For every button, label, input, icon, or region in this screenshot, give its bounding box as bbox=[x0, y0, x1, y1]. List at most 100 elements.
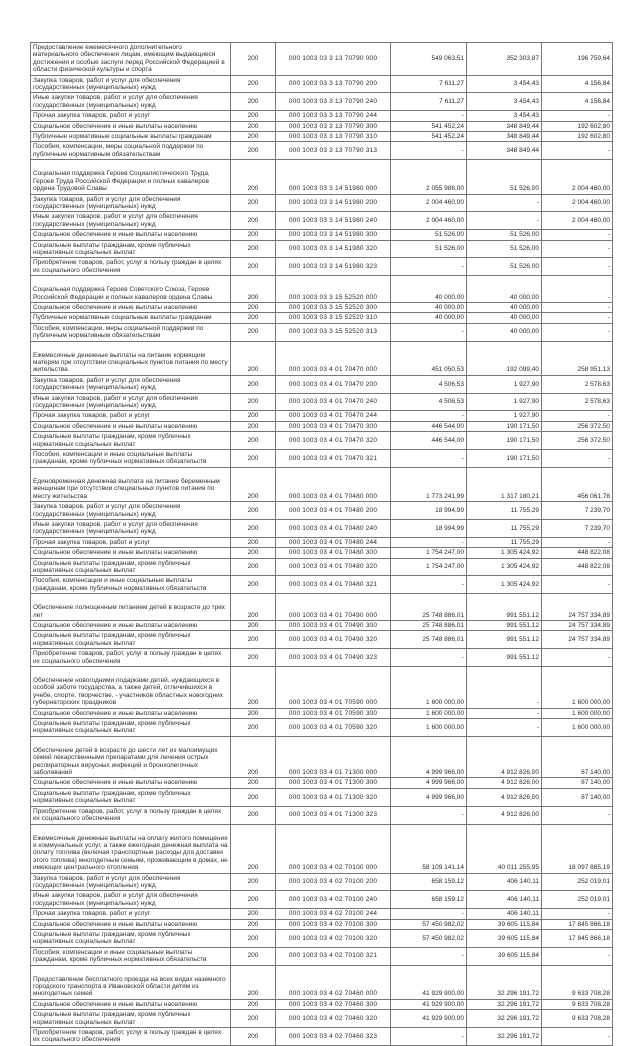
approved-cell: 4 999 966,00 bbox=[390, 787, 467, 807]
line-code-cell: 200 bbox=[230, 131, 276, 143]
approved-cell: 451 050,53 bbox=[390, 340, 467, 376]
row-description: Социальная поддержка Героев Социалистиче… bbox=[30, 159, 231, 195]
budget-code-cell: 000 1003 03 4 01 71300 320 bbox=[275, 787, 391, 807]
budget-code-cell: 000 1003 03 3 13 70790 310 bbox=[275, 131, 391, 143]
approved-cell: - bbox=[390, 575, 467, 595]
row-description: Пособия, компенсации и иные социальные в… bbox=[30, 575, 231, 595]
approved-cell: 40 000,00 bbox=[390, 301, 467, 314]
line-code-cell: 200 bbox=[230, 666, 276, 709]
row-description: Прочая закупка товаров, работ и услуг bbox=[30, 908, 231, 920]
executed-cell: 1 927,90 bbox=[466, 392, 542, 412]
budget-table-body: Предоставление ежемесячного дополнительн… bbox=[30, 42, 613, 1046]
executed-cell: 32 296 191,72 bbox=[466, 1027, 542, 1046]
budget-code-cell: 000 1003 03 3 15 52520 313 bbox=[275, 322, 391, 342]
row-description: Пособия, компенсации и иные социальные в… bbox=[30, 449, 231, 468]
line-code-cell: 200 bbox=[230, 630, 276, 650]
executed-cell: 1 927,90 bbox=[466, 374, 542, 394]
budget-code-cell: 000 1003 03 4 02 70460 300 bbox=[275, 998, 391, 1011]
table-row: Иные закупки товаров, работ и услуг для … bbox=[30, 518, 613, 538]
executed-cell: 991 551,12 bbox=[466, 648, 542, 667]
line-code-cell: 200 bbox=[230, 239, 276, 259]
budget-code-cell: 000 1003 03 3 14 51980 323 bbox=[275, 257, 391, 277]
line-code-cell: 200 bbox=[230, 312, 276, 324]
line-code-cell: 200 bbox=[230, 120, 276, 133]
table-row: Социальные выплаты гражданам, кроме публ… bbox=[30, 630, 613, 650]
row-description: Иные закупки товаров, работ и услуг для … bbox=[30, 92, 231, 112]
approved-cell: 41 929 900,00 bbox=[390, 964, 467, 1000]
executed-cell: 1 305 424,92 bbox=[466, 547, 542, 559]
approved-cell: 57 450 982,02 bbox=[390, 928, 467, 948]
unexecuted-cell: 24 757 334,89 bbox=[541, 630, 613, 650]
executed-cell: - bbox=[466, 707, 542, 720]
budget-code-cell: 000 1003 03 4 01 70480 244 bbox=[275, 536, 391, 549]
budget-code-cell: 000 1003 03 3 15 52520 000 bbox=[275, 275, 391, 303]
table-row: Пособия, компенсации, меры социальной по… bbox=[30, 322, 613, 342]
approved-cell: 1 600 000,00 bbox=[390, 707, 467, 720]
unexecuted-cell: - bbox=[541, 908, 613, 920]
line-code-cell: 200 bbox=[230, 141, 276, 161]
line-code-cell: 200 bbox=[230, 575, 276, 595]
table-row: Социальное обеспечение и иные выплаты на… bbox=[30, 918, 613, 930]
table-row: Ежемесячные денежные выплаты на оплату ж… bbox=[30, 823, 613, 874]
approved-cell: 1 754 247,00 bbox=[390, 547, 467, 559]
row-description: Социальные выплаты гражданам, кроме публ… bbox=[30, 557, 231, 577]
line-code-cell: 200 bbox=[230, 787, 276, 807]
line-code-cell: 200 bbox=[230, 890, 276, 910]
row-description: Закупка товаров, работ и услуг для обесп… bbox=[30, 74, 231, 94]
table-row: Приобретение товаров, работ, услуг в пол… bbox=[30, 805, 613, 825]
unexecuted-cell: 9 633 708,28 bbox=[541, 1009, 613, 1029]
executed-cell: 3 454,43 bbox=[466, 92, 542, 112]
executed-cell: 190 171,50 bbox=[466, 449, 542, 468]
budget-code-cell: 000 1003 03 4 01 70480 320 bbox=[275, 557, 391, 577]
approved-cell: - bbox=[390, 1027, 467, 1046]
executed-cell: 51 526,00 bbox=[466, 257, 542, 277]
line-code-cell: 200 bbox=[230, 257, 276, 277]
line-code-cell: 200 bbox=[230, 593, 276, 621]
budget-code-cell: 000 1003 03 4 01 70470 321 bbox=[275, 449, 391, 468]
executed-cell: 51 526,00 bbox=[466, 159, 542, 195]
executed-cell: 4 912 826,00 bbox=[466, 735, 542, 779]
executed-cell: 348 849,44 bbox=[466, 131, 542, 143]
executed-cell: 406 140,11 bbox=[466, 890, 542, 910]
approved-cell: 25 748 886,01 bbox=[390, 630, 467, 650]
line-code-cell: 200 bbox=[230, 229, 276, 241]
table-row: Иные закупки товаров, работ и услуг для … bbox=[30, 890, 613, 910]
unexecuted-cell: 2 004 460,00 bbox=[541, 159, 613, 195]
budget-code-cell: 000 1003 03 4 01 70590 000 bbox=[275, 666, 391, 709]
row-description: Ежемесячные денежные выплаты на питание … bbox=[30, 340, 231, 376]
table-row: Социальные выплаты гражданам, кроме публ… bbox=[30, 557, 613, 577]
approved-cell: 4 999 966,00 bbox=[390, 735, 467, 779]
table-row: Социальная поддержка Героев Советского С… bbox=[30, 275, 613, 303]
budget-code-cell: 000 1003 03 3 15 52520 300 bbox=[275, 301, 391, 314]
approved-cell: 25 748 886,01 bbox=[390, 619, 467, 632]
approved-cell: 2 004 460,00 bbox=[390, 193, 467, 213]
table-row: Социальное обеспечение и иные выплаты на… bbox=[30, 777, 613, 789]
budget-code-cell: 000 1003 03 3 14 51980 300 bbox=[275, 229, 391, 241]
line-code-cell: 200 bbox=[230, 823, 276, 874]
table-row: Социальное обеспечение и иные выплаты на… bbox=[30, 229, 613, 241]
executed-cell: 1 305 424,92 bbox=[466, 575, 542, 595]
row-description: Социальное обеспечение и иные выплаты на… bbox=[30, 301, 231, 314]
unexecuted-cell: - bbox=[541, 275, 613, 303]
unexecuted-cell: - bbox=[541, 648, 613, 667]
table-row: Социальные выплаты гражданам, кроме публ… bbox=[30, 239, 613, 259]
row-description: Пособия, компенсации, меры социальной по… bbox=[30, 322, 231, 342]
unexecuted-cell: 7 239,70 bbox=[541, 518, 613, 538]
line-code-cell: 200 bbox=[230, 805, 276, 825]
row-description: Социальное обеспечение и иные выплаты на… bbox=[30, 777, 231, 789]
executed-cell: 40 000,00 bbox=[466, 301, 542, 314]
budget-execution-table: Предоставление ежемесячного дополнительн… bbox=[30, 42, 613, 1046]
executed-cell: 1 317 180,21 bbox=[466, 466, 542, 503]
unexecuted-cell: - bbox=[541, 1027, 613, 1046]
line-code-cell: 200 bbox=[230, 619, 276, 632]
row-description: Закупка товаров, работ и услуг для обесп… bbox=[30, 501, 231, 520]
unexecuted-cell: 17 845 866,18 bbox=[541, 918, 613, 930]
row-description: Обеспечение полноценным питанием детей в… bbox=[30, 593, 231, 621]
unexecuted-cell: - bbox=[541, 229, 613, 241]
executed-cell: 32 296 191,72 bbox=[466, 1009, 542, 1029]
budget-code-cell: 000 1003 03 3 13 70790 200 bbox=[275, 74, 391, 94]
approved-cell: 1 773 241,99 bbox=[390, 466, 467, 503]
row-description: Прочая закупка товаров, работ и услуг bbox=[30, 110, 231, 122]
row-description: Закупка товаров, работ и услуг для обесп… bbox=[30, 193, 231, 213]
table-row: Социальные выплаты гражданам, кроме публ… bbox=[30, 787, 613, 807]
